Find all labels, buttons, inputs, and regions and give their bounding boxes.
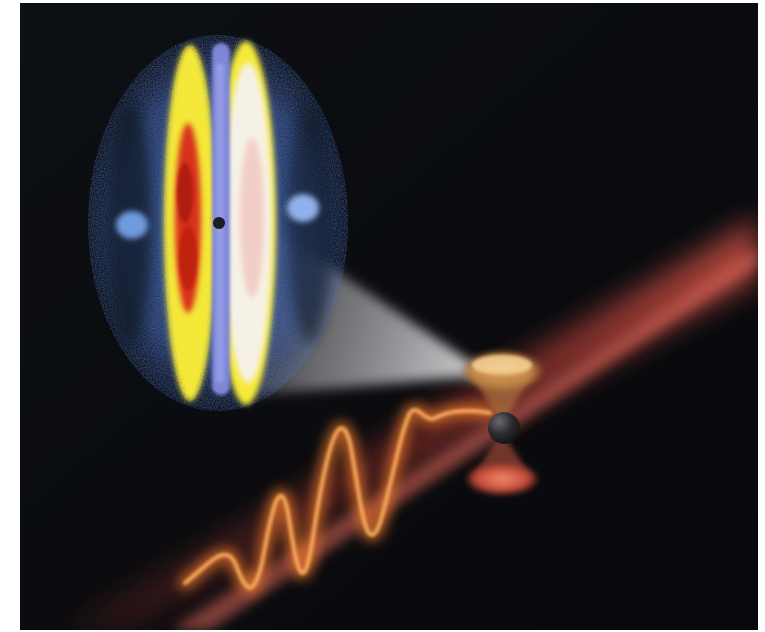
light-wave-icon <box>178 403 497 595</box>
diffraction-pattern-icon <box>88 35 348 411</box>
illustration-frame <box>20 3 758 630</box>
molecule-icon <box>462 351 542 495</box>
scientific-illustration <box>20 3 758 630</box>
